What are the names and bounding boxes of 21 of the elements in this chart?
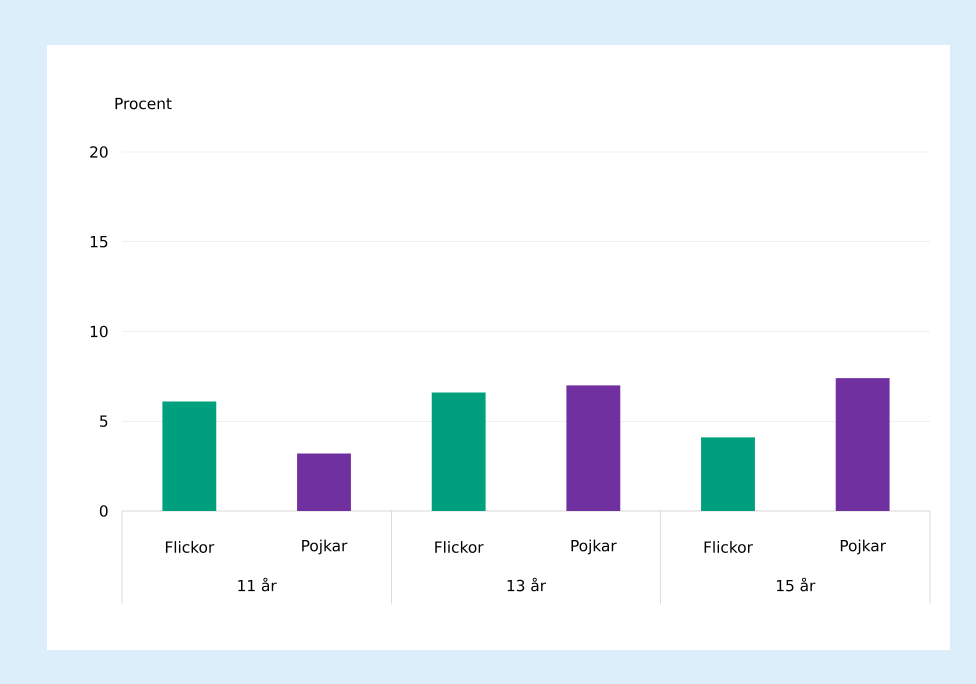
x-tick-label: 15 år: [776, 578, 816, 592]
y-tick-label: 10: [90, 326, 108, 338]
text: Pojkar: [840, 540, 886, 554]
text: Flickor: [704, 541, 753, 553]
bar: [566, 385, 620, 511]
x-tick-label: 13 år: [508, 578, 546, 592]
y-tick-label: 0: [100, 505, 108, 517]
bar: [836, 378, 890, 511]
y-tick-label: 5: [100, 416, 108, 427]
y-tick-label: 20: [90, 146, 108, 158]
bar: [432, 392, 486, 511]
y-tick-label: 15: [90, 236, 108, 248]
series-label: Flickor: [166, 541, 214, 553]
text: Flickor: [435, 541, 484, 553]
bar: [701, 437, 755, 511]
text: Pojkar: [572, 540, 617, 554]
x-tick-label: 11 år: [238, 578, 277, 592]
y-axis-title: Procent: [116, 98, 172, 110]
series-label: Pojkar: [302, 540, 348, 554]
bar: [162, 401, 216, 511]
bar: [297, 454, 351, 511]
